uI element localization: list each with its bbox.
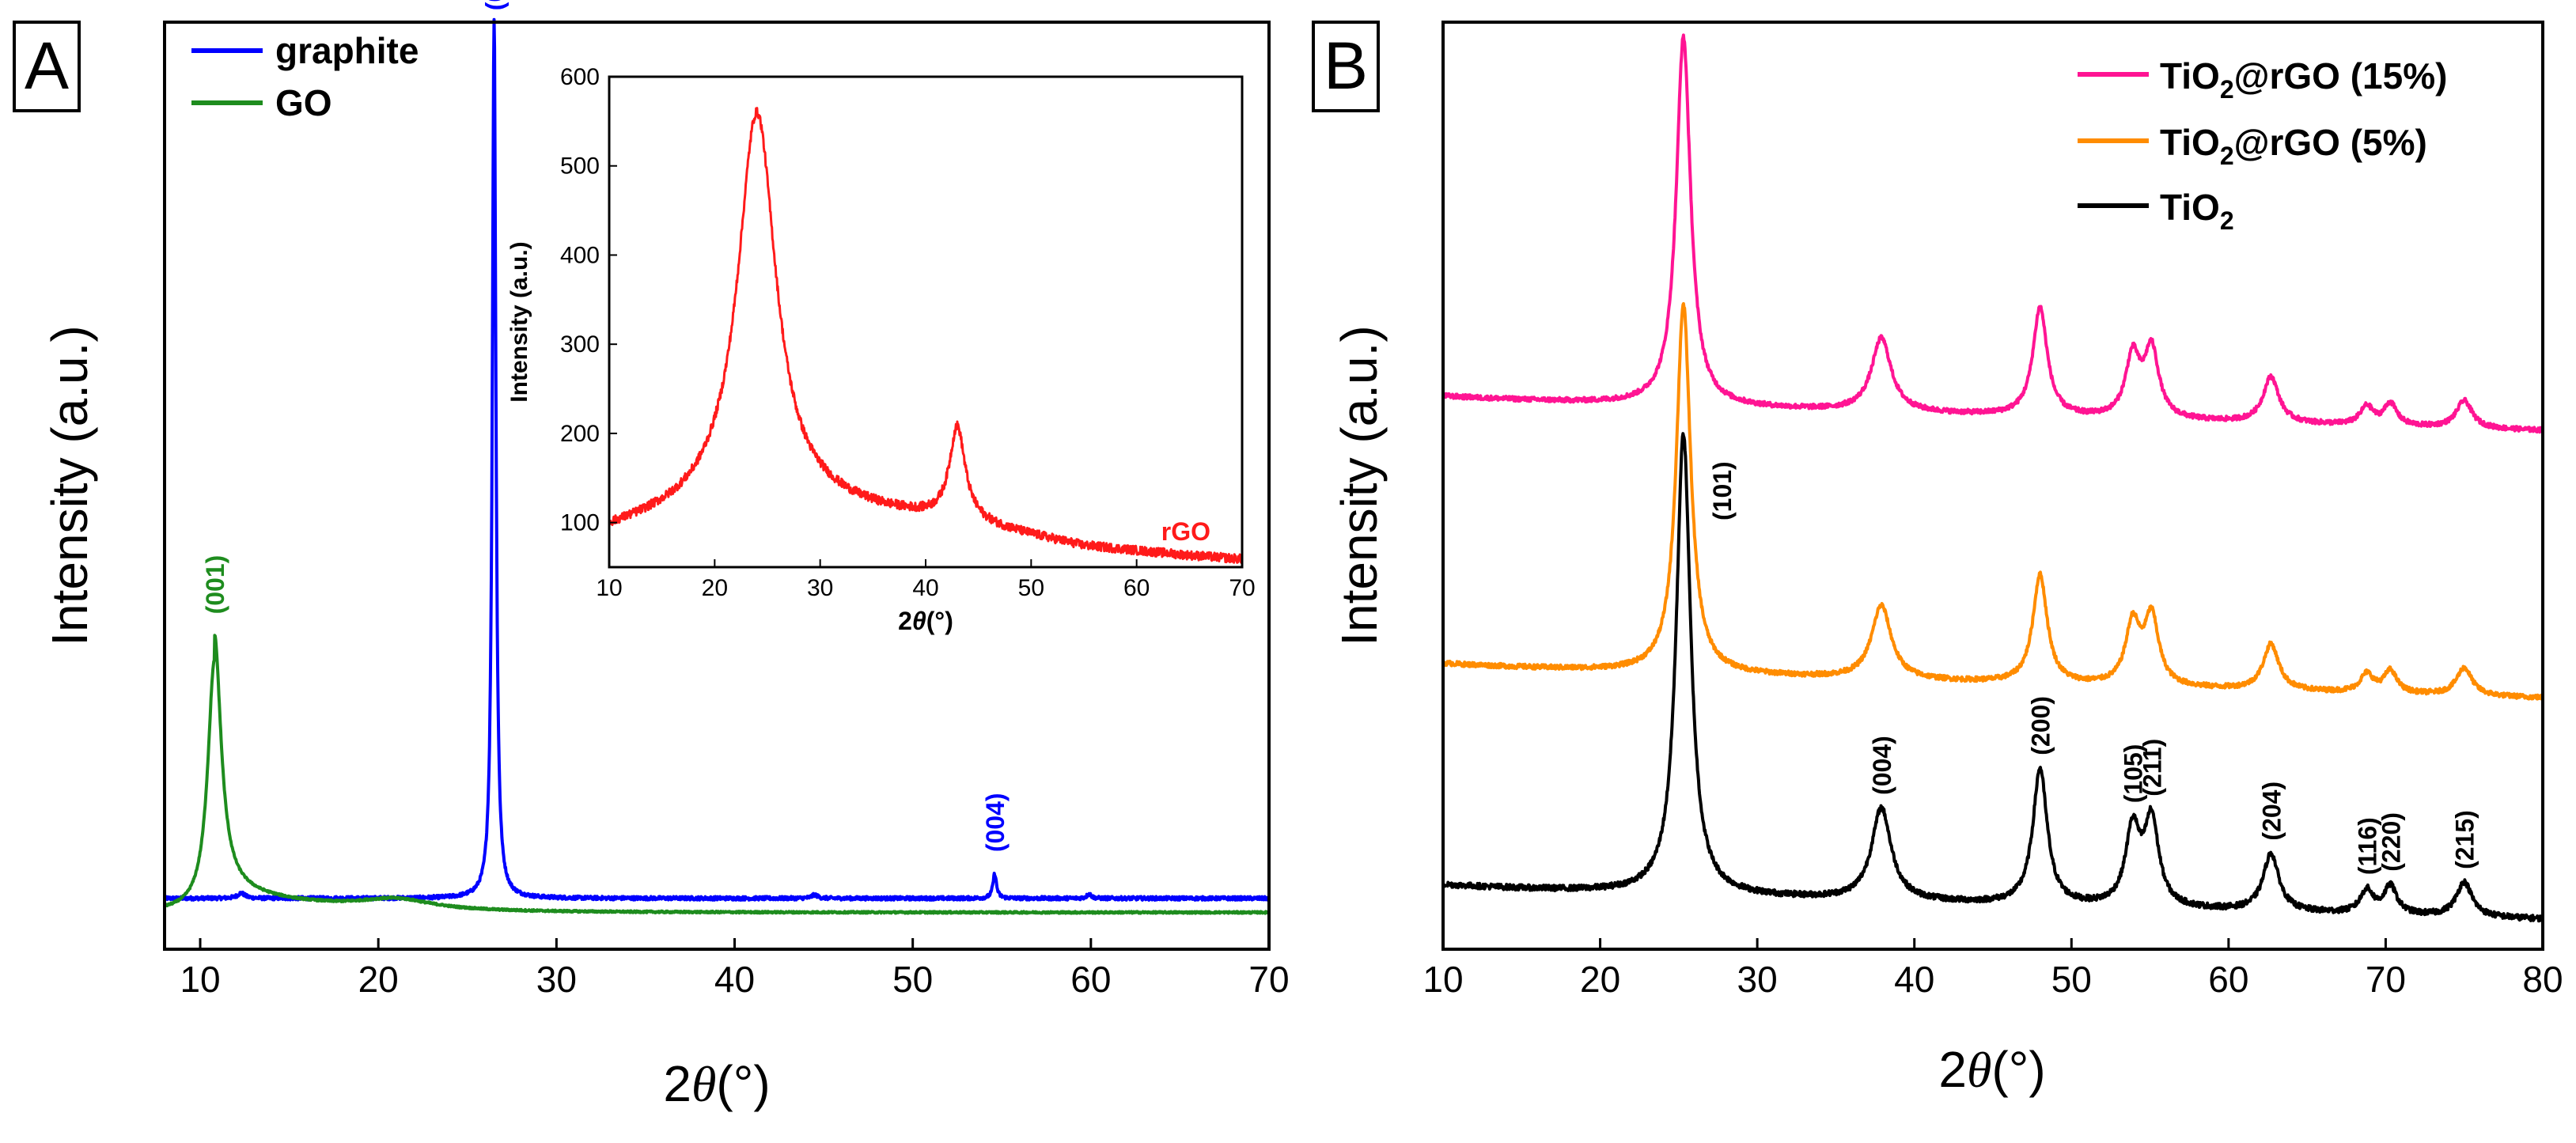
panel-a: A 10 20 30 40 50 60 70 Intensity (a.u.) 2θ(°) … bbox=[13, 0, 1290, 1112]
inset-series-label-rgo: rGO bbox=[1161, 517, 1210, 546]
panel-b-legend: TiO2@rGO (15%) TiO2@rGO (5%) TiO2 bbox=[2078, 55, 2447, 235]
panel-b-frame bbox=[1441, 21, 2544, 951]
inset-x-tick-label: 50 bbox=[1018, 575, 1044, 601]
x-tick-label: 80 bbox=[2522, 959, 2563, 1000]
x-tick-label: 20 bbox=[1580, 959, 1620, 1000]
annotation-hkl-116: (116) bbox=[2354, 817, 2382, 875]
legend-label-tio2-rgo-15: TiO2@rGO (15%) bbox=[2160, 55, 2447, 104]
annotation-hkl-220: (220) bbox=[2377, 812, 2405, 872]
x-tick-label: 10 bbox=[1422, 959, 1463, 1000]
panel-a-letter-box bbox=[13, 21, 81, 112]
annotation-hkl-101: (101) bbox=[1708, 461, 1737, 520]
panel-a-x-axis-label: 2θ(°) bbox=[663, 1055, 770, 1112]
panel-a-x-label-theta: θ bbox=[691, 1056, 716, 1112]
x-tick-label: 60 bbox=[1070, 959, 1111, 1000]
panel-b: B 10 20 30 40 50 60 70 80 Intensity (a.u.) 2θ(°… bbox=[1312, 21, 2563, 1098]
annotation-hkl-211: (211) bbox=[2138, 739, 2167, 797]
x-tick-label: 60 bbox=[2208, 959, 2248, 1000]
inset-y-tick-label: 100 bbox=[560, 510, 600, 536]
panel-a-y-axis-label: Intensity (a.u.) bbox=[41, 325, 98, 646]
inset-y-tick-label: 600 bbox=[560, 64, 600, 90]
panel-b-x-label-prefix: 2 bbox=[1938, 1041, 1967, 1098]
inset-x-tick-label: 20 bbox=[702, 575, 728, 601]
panel-b-plot-area bbox=[1441, 33, 2544, 923]
x-tick-label: 40 bbox=[714, 959, 755, 1000]
inset-x-axis-label: 2θ(°) bbox=[898, 607, 953, 635]
inset-series-line-rgo bbox=[608, 107, 1244, 564]
inset-y-axis-label: Intensity (a.u.) bbox=[506, 241, 532, 402]
legend-label-go: GO bbox=[275, 82, 332, 123]
legend-label-tio2: TiO2 bbox=[2160, 187, 2234, 235]
x-tick-label: 40 bbox=[1894, 959, 1934, 1000]
inset-background bbox=[609, 77, 1242, 567]
x-tick-label: 30 bbox=[536, 959, 577, 1000]
inset-x-tick-label: 10 bbox=[596, 575, 622, 601]
panel-a-plot-area bbox=[163, 17, 1271, 915]
x-tick-label: 50 bbox=[2051, 959, 2092, 1000]
legend-label-tio2-rgo-15-post: @rGO (15%) bbox=[2234, 55, 2448, 97]
inset-plot-area bbox=[608, 107, 1244, 564]
panel-b-x-label-suffix: (°) bbox=[1991, 1041, 2045, 1098]
panel-a-frame bbox=[163, 21, 1271, 951]
annotation-004: (004) bbox=[981, 793, 1010, 852]
inset-x-label-theta: θ bbox=[912, 607, 926, 635]
panel-a-x-ticks: 10 20 30 40 50 60 70 bbox=[180, 938, 1290, 1000]
panel-a-peak-annotations: (001) (002) (004) bbox=[201, 0, 1010, 852]
inset-ticks: 10 20 30 40 50 60 70 100 200 300 400 500 600 bbox=[560, 64, 1256, 601]
legend-label-tio2-rgo-15-pre: TiO bbox=[2160, 55, 2220, 97]
inset-x-tick-label: 40 bbox=[912, 575, 938, 601]
panel-a-x-label-suffix: (°) bbox=[716, 1055, 770, 1112]
legend-label-tio2-pre: TiO bbox=[2160, 187, 2220, 228]
inset-x-tick-label: 30 bbox=[807, 575, 833, 601]
panel-b-x-ticks: 10 20 30 40 50 60 70 80 bbox=[1422, 938, 2563, 1000]
legend-label-tio2-rgo-5-pre: TiO bbox=[2160, 122, 2220, 163]
x-tick-label: 30 bbox=[1737, 959, 1778, 1000]
legend-label-graphite: graphite bbox=[275, 30, 419, 71]
series-line-tio2 bbox=[1441, 432, 2544, 923]
series-line-tio2-rgo-15 bbox=[1441, 33, 2544, 434]
x-tick-label: 10 bbox=[180, 959, 220, 1000]
legend-label-tio2-sub: 2 bbox=[2220, 206, 2234, 235]
inset-x-label-suffix: (°) bbox=[926, 607, 953, 635]
inset-y-tick-label: 500 bbox=[560, 153, 600, 180]
panel-a-legend: graphite GO bbox=[191, 30, 419, 123]
annotation-002: (002) bbox=[481, 0, 510, 10]
panel-b-x-axis-label: 2θ(°) bbox=[1938, 1041, 2045, 1098]
series-line-go bbox=[163, 634, 1271, 915]
inset-y-tick-label: 400 bbox=[560, 242, 600, 268]
annotation-hkl-200: (200) bbox=[2027, 696, 2055, 755]
panel-b-y-axis-label: Intensity (a.u.) bbox=[1331, 325, 1388, 646]
series-line-graphite bbox=[163, 17, 1271, 902]
x-tick-label: 70 bbox=[2366, 959, 2406, 1000]
panel-a-inset: 10 20 30 40 50 60 70 100 200 300 400 500 600 Intensi… bbox=[506, 64, 1256, 635]
panel-a-x-label-prefix: 2 bbox=[663, 1055, 691, 1112]
inset-y-tick-label: 200 bbox=[560, 421, 600, 447]
x-tick-label: 20 bbox=[358, 959, 399, 1000]
x-tick-label: 70 bbox=[1248, 959, 1289, 1000]
legend-label-tio2-rgo-15-sub: 2 bbox=[2220, 75, 2234, 104]
panel-a-letter: A bbox=[25, 28, 69, 103]
inset-x-tick-label: 70 bbox=[1229, 575, 1255, 601]
inset-x-tick-label: 60 bbox=[1123, 575, 1150, 601]
panel-b-peak-annotations: (101) (004) (200) (105)(211) (204) (116)(220)… bbox=[1708, 461, 2479, 875]
legend-label-tio2-rgo-5: TiO2@rGO (5%) bbox=[2160, 122, 2427, 170]
inset-x-label-prefix: 2 bbox=[898, 607, 912, 635]
inset-y-tick-label: 300 bbox=[560, 331, 600, 358]
annotation-001: (001) bbox=[201, 555, 229, 615]
annotation-hkl-004: (004) bbox=[1868, 736, 1896, 795]
annotation-hkl-204: (204) bbox=[2257, 782, 2286, 841]
legend-label-tio2-rgo-5-post: @rGO (5%) bbox=[2234, 122, 2427, 163]
annotation-hkl-105: (105) bbox=[2120, 744, 2148, 804]
panel-b-letter: B bbox=[1324, 28, 1368, 103]
panel-b-letter-box bbox=[1312, 21, 1380, 112]
panel-b-x-label-theta: θ bbox=[1967, 1042, 1991, 1098]
x-tick-label: 50 bbox=[892, 959, 933, 1000]
annotation-hkl-215: (215) bbox=[2451, 810, 2479, 869]
legend-label-tio2-rgo-5-sub: 2 bbox=[2220, 142, 2234, 170]
series-line-tio2-rgo-5 bbox=[1441, 301, 2544, 701]
